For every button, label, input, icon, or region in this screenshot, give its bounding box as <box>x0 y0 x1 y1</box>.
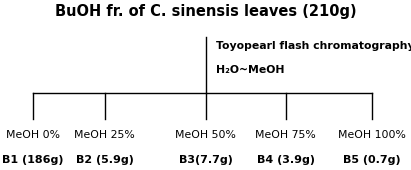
Text: BuOH fr. of C. sinensis leaves (210g): BuOH fr. of C. sinensis leaves (210g) <box>55 4 356 19</box>
Text: Toyopearl flash chromatography: Toyopearl flash chromatography <box>216 41 411 51</box>
Text: B2 (5.9g): B2 (5.9g) <box>76 155 134 165</box>
Text: MeOH 75%: MeOH 75% <box>255 130 316 140</box>
Text: MeOH 50%: MeOH 50% <box>175 130 236 140</box>
Text: MeOH 25%: MeOH 25% <box>74 130 135 140</box>
Text: B3(7.7g): B3(7.7g) <box>178 155 233 165</box>
Text: MeOH 100%: MeOH 100% <box>338 130 406 140</box>
Text: H₂O~MeOH: H₂O~MeOH <box>216 65 284 75</box>
Text: MeOH 0%: MeOH 0% <box>6 130 60 140</box>
Text: B4 (3.9g): B4 (3.9g) <box>256 155 315 165</box>
Text: B1 (186g): B1 (186g) <box>2 155 64 165</box>
Text: B5 (0.7g): B5 (0.7g) <box>343 155 401 165</box>
